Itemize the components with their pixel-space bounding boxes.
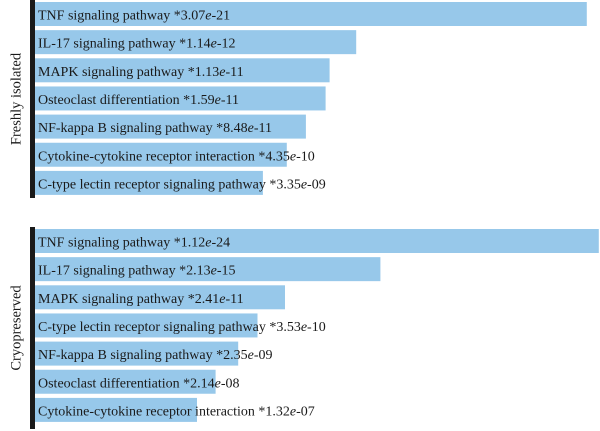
pvalue-mantissa: *2.14 — [180, 376, 215, 391]
pvalue-exponent: -10 — [307, 320, 326, 335]
pvalue-exponent: -08 — [221, 376, 240, 391]
bar-label: NF-kappa B signaling pathway *8.48e-11 — [38, 121, 272, 136]
bar — [35, 341, 239, 366]
chart-groups: Freshly isolated TNF signaling pathway *3… — [8, 0, 599, 429]
pathway-name: Osteoclast differentiation — [38, 376, 180, 391]
pvalue-mantissa: *4.35 — [255, 149, 290, 164]
pathway-name: Osteoclast differentiation — [38, 93, 180, 108]
pathway-name: C-type lectin receptor signaling pathway — [38, 320, 266, 335]
bar — [35, 229, 599, 253]
pvalue-mantissa: *2.35 — [213, 348, 248, 363]
pvalue-mantissa: *3.53 — [266, 320, 301, 335]
pvalue-exponent: -12 — [217, 37, 236, 52]
bar-label: Cytokine-cytokine receptor interaction *… — [38, 149, 315, 164]
group-label: Cryopreserved — [8, 285, 24, 371]
pvalue-exponent: -09 — [254, 348, 273, 363]
bar — [35, 313, 258, 338]
bar-label: TNF signaling pathway *3.07e-21 — [38, 9, 230, 24]
pathway-name: C-type lectin receptor signaling pathway — [38, 177, 266, 192]
group-label: Freshly isolated — [8, 52, 24, 145]
bar-label: IL-17 signaling pathway *2.13e-15 — [38, 264, 236, 279]
pvalue-mantissa: *3.07 — [170, 9, 205, 24]
pvalue-e: e — [215, 93, 221, 108]
pvalue-exponent: -09 — [307, 177, 326, 192]
chart-group-0: Freshly isolated TNF signaling pathway *3… — [8, 0, 587, 198]
bar-label: C-type lectin receptor signaling pathway… — [38, 177, 326, 192]
pvalue-exponent: -11 — [225, 65, 243, 80]
pvalue-mantissa: *1.14 — [176, 37, 211, 52]
pvalue-mantissa: *8.48 — [213, 121, 248, 136]
bar-label: Cytokine-cytokine receptor interaction *… — [38, 404, 315, 419]
bar-label: Osteoclast differentiation *1.59e-11 — [38, 93, 239, 108]
pvalue-e: e — [205, 9, 211, 24]
bar — [35, 2, 587, 26]
pvalue-e: e — [219, 65, 225, 80]
pvalue-e: e — [290, 149, 296, 164]
pvalue-exponent: -11 — [221, 93, 239, 108]
pvalue-exponent: -07 — [296, 404, 315, 419]
bar — [35, 86, 326, 111]
pvalue-exponent: -11 — [254, 121, 272, 136]
bar — [35, 397, 197, 422]
pvalue-e: e — [301, 177, 307, 192]
bar — [35, 170, 263, 195]
pathway-name: MAPK signaling pathway — [38, 65, 184, 80]
pvalue-e: e — [219, 292, 225, 307]
pvalue-e: e — [211, 264, 217, 279]
pathway-name: Cytokine-cytokine receptor interaction — [38, 404, 255, 419]
pvalue-e: e — [301, 320, 307, 335]
pathway-name: IL-17 signaling pathway — [38, 37, 176, 52]
pvalue-e: e — [290, 404, 296, 419]
bar — [35, 142, 287, 167]
pvalue-e: e — [211, 37, 217, 52]
bar — [35, 257, 381, 282]
pvalue-mantissa: *1.59 — [180, 93, 215, 108]
pvalue-e: e — [215, 376, 221, 391]
bar — [35, 114, 306, 139]
pathway-name: NF-kappa B signaling pathway — [38, 348, 213, 363]
bar-label: Osteoclast differentiation *2.14e-08 — [38, 376, 240, 391]
bar-label: C-type lectin receptor signaling pathway… — [38, 320, 326, 335]
bar — [35, 369, 216, 394]
pvalue-e: e — [205, 236, 211, 251]
axis-line — [30, 227, 35, 429]
pvalue-exponent: -11 — [225, 292, 243, 307]
pathway-name: IL-17 signaling pathway — [38, 264, 176, 279]
pvalue-mantissa: *1.13 — [184, 65, 219, 80]
bar — [35, 58, 330, 83]
pvalue-exponent: -21 — [211, 9, 230, 24]
pvalue-mantissa: *3.35 — [266, 177, 301, 192]
chart-group-1: Cryopreserved TNF signaling pathway *1.12… — [8, 227, 599, 429]
bar-label: IL-17 signaling pathway *1.14e-12 — [38, 37, 236, 52]
bar — [35, 30, 357, 55]
bar — [35, 285, 285, 310]
bar-label: NF-kappa B signaling pathway *2.35e-09 — [38, 348, 272, 363]
bar-label: TNF signaling pathway *1.12e-24 — [38, 236, 230, 251]
pathway-name: TNF signaling pathway — [38, 9, 170, 24]
pathway-name: Cytokine-cytokine receptor interaction — [38, 149, 255, 164]
pvalue-mantissa: *1.12 — [170, 236, 205, 251]
pvalue-exponent: -24 — [211, 236, 230, 251]
pvalue-exponent: -10 — [296, 149, 315, 164]
bar-label: MAPK signaling pathway *2.41e-11 — [38, 292, 244, 307]
bar-label: MAPK signaling pathway *1.13e-11 — [38, 65, 244, 80]
pvalue-mantissa: *2.13 — [176, 264, 211, 279]
pvalue-mantissa: *1.32 — [255, 404, 290, 419]
pvalue-exponent: -15 — [217, 264, 236, 279]
axis-line — [30, 0, 35, 198]
pvalue-e: e — [248, 121, 254, 136]
pathway-name: NF-kappa B signaling pathway — [38, 121, 213, 136]
pvalue-mantissa: *2.41 — [184, 292, 219, 307]
pvalue-e: e — [248, 348, 254, 363]
pathway-name: TNF signaling pathway — [38, 236, 170, 251]
pathway-name: MAPK signaling pathway — [38, 292, 184, 307]
